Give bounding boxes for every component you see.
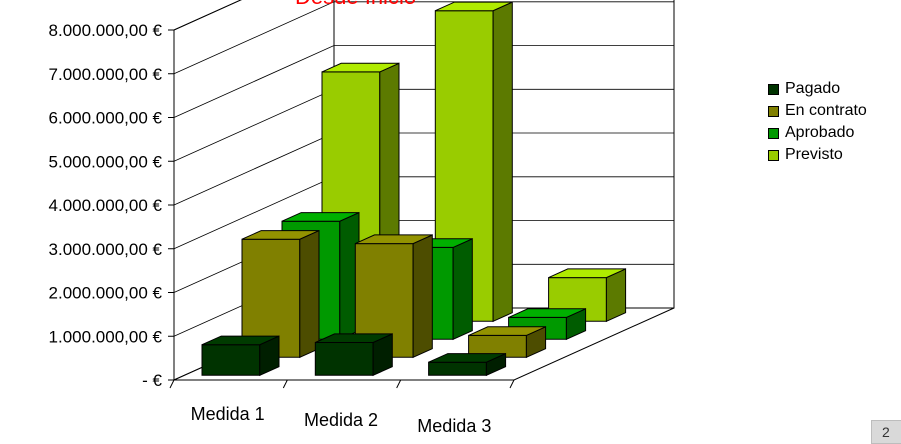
y-tick-label: 2.000.000,00 € xyxy=(49,284,163,303)
bar xyxy=(241,229,320,359)
bar xyxy=(428,352,507,377)
x-axis-ticks: Medida 1 Medida 2 Medida 3 xyxy=(169,379,515,436)
x-tick-label: Medida 2 xyxy=(304,410,378,430)
legend-item-previsto: Previsto xyxy=(768,144,867,166)
bar-side xyxy=(299,229,320,359)
legend-item-en-contrato: En contrato xyxy=(768,100,867,122)
y-tick-label: 1.000.000,00 € xyxy=(49,327,163,346)
bar-front xyxy=(428,361,487,376)
bars xyxy=(201,1,627,377)
y-axis-ticks: 8.000.000,00 € 7.000.000,00 € 6.000.000,00… xyxy=(49,21,174,390)
bar xyxy=(314,333,393,377)
bar-top xyxy=(321,62,400,73)
bar-top xyxy=(355,234,433,245)
bar-side xyxy=(492,1,513,323)
legend-swatch xyxy=(768,127,779,139)
legend-swatch xyxy=(768,105,779,117)
x-tick-mark xyxy=(282,379,288,389)
x-tick-mark xyxy=(509,379,515,389)
bar-top xyxy=(468,326,546,336)
bar-top xyxy=(435,1,513,12)
y-tick-label: 7.000.000,00 € xyxy=(49,65,163,84)
x-tick-mark xyxy=(169,379,175,389)
bar-top xyxy=(201,335,280,346)
gridline xyxy=(173,1,674,75)
y-tick-label: - € xyxy=(142,371,162,390)
x-tick-label: Medida 3 xyxy=(417,416,491,436)
legend-label: Aprobado xyxy=(785,124,855,141)
legend-item-aprobado: Aprobado xyxy=(768,122,867,144)
chart-title: Desde Inicio xyxy=(295,0,416,9)
legend-swatch xyxy=(768,149,779,161)
y-tick-label: 5.000.000,00 € xyxy=(49,152,163,171)
bar-front xyxy=(314,342,374,376)
bar xyxy=(468,326,547,359)
bar-side xyxy=(452,238,473,341)
y-tick-label: 3.000.000,00 € xyxy=(49,240,163,259)
bar-top xyxy=(281,212,360,222)
bar xyxy=(201,335,280,377)
legend-label: En contrato xyxy=(785,102,867,119)
legend: Pagado En contrato Aprobado Previsto xyxy=(768,78,867,166)
legend-label: Pagado xyxy=(785,80,841,97)
legend-swatch xyxy=(768,83,779,95)
legend-item-pagado: Pagado xyxy=(768,78,867,100)
bar-front xyxy=(201,344,261,376)
y-tick-label: 4.000.000,00 € xyxy=(49,196,163,215)
y-tick-label: 6.000.000,00 € xyxy=(49,109,163,128)
bar-top xyxy=(548,268,626,279)
bar xyxy=(354,234,433,359)
bar-top xyxy=(508,308,586,318)
x-tick-label: Medida 1 xyxy=(191,404,265,424)
gridline xyxy=(173,45,674,118)
y-tick-label: 8.000.000,00 € xyxy=(49,21,163,40)
corner-button[interactable]: 2 xyxy=(871,420,901,444)
bar-top xyxy=(315,333,393,343)
bar-top xyxy=(428,353,506,363)
bar-top xyxy=(241,230,320,240)
legend-label: Previsto xyxy=(785,146,843,163)
x-tick-mark xyxy=(396,379,402,389)
gridline xyxy=(173,0,242,31)
bar-side xyxy=(412,234,433,359)
